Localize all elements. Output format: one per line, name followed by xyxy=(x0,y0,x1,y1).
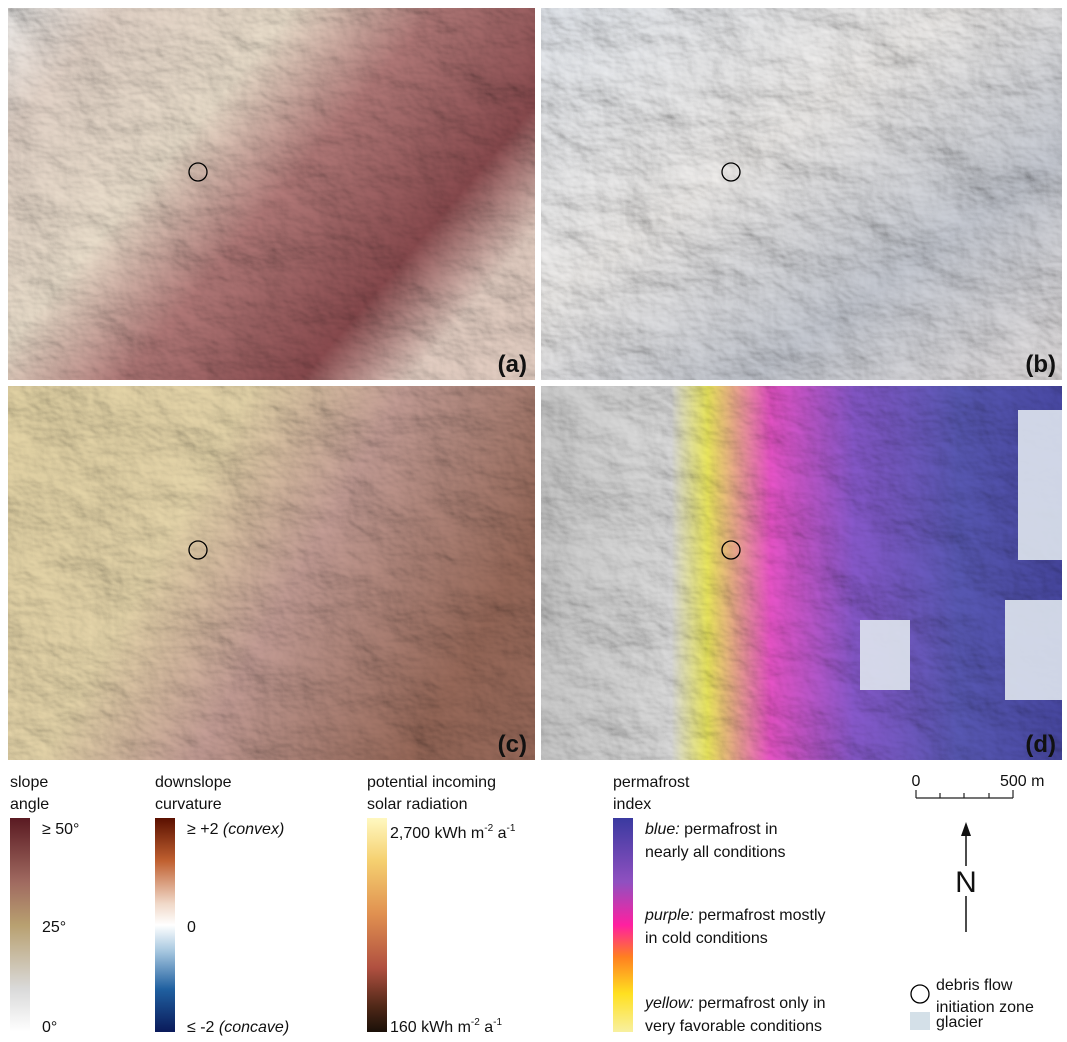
legend-title: curvature xyxy=(155,796,222,813)
panel-label: (b) xyxy=(1025,351,1056,378)
legend-title: downslope xyxy=(155,774,232,791)
colorbar xyxy=(10,818,30,1032)
legend-item: very favorable conditions xyxy=(645,1018,822,1035)
scale-label: 500 m xyxy=(1000,773,1044,790)
symbols: debris flow initiation zone glacier xyxy=(910,977,1034,1031)
legend-title: slope xyxy=(10,774,48,791)
legend-label: 0 xyxy=(187,919,196,936)
legend-item: nearly all conditions xyxy=(645,844,786,861)
symbol-label: debris flow xyxy=(936,977,1013,994)
label-part: 160 kWh m xyxy=(390,1019,471,1036)
legend-label: 0° xyxy=(42,1019,57,1036)
legend-title: angle xyxy=(10,796,49,813)
curvature-legend: downslope curvature ≥ +2 (convex) 0 ≤ -2… xyxy=(155,774,289,1036)
panel-label: (a) xyxy=(498,351,527,378)
legend-item: blue: permafrost in xyxy=(645,821,778,838)
north-label: N xyxy=(955,866,977,899)
panel-label: (c) xyxy=(498,731,527,758)
legend-label: 160 kWh m-2 a-1 xyxy=(390,1017,503,1036)
label-sup: -2 xyxy=(484,823,493,834)
legend-label: ≥ +2 (convex) xyxy=(187,821,284,838)
panel-b: (b) xyxy=(541,8,1062,380)
symbol-label: initiation zone xyxy=(936,999,1034,1016)
panel-c: (c) xyxy=(8,386,535,760)
label-part: a xyxy=(480,1019,493,1036)
solar-legend: potential incoming solar radiation 2,700… xyxy=(367,774,516,1036)
legend-title: potential incoming xyxy=(367,774,496,791)
symbol-label: glacier xyxy=(936,1014,984,1031)
colorbar xyxy=(367,818,387,1032)
legend-title: solar radiation xyxy=(367,796,468,813)
item-key: purple: xyxy=(644,907,694,924)
legend-label: 2,700 kWh m-2 a-1 xyxy=(390,823,516,842)
legend-label: ≤ -2 (concave) xyxy=(187,1019,289,1036)
panel-a: (a) xyxy=(8,8,535,380)
item-text: permafrost only in xyxy=(694,995,826,1012)
permafrost-legend: permafrost index blue: permafrost in nea… xyxy=(613,774,826,1035)
legend-item: yellow: permafrost only in xyxy=(644,995,826,1012)
panel-label: (d) xyxy=(1025,731,1056,758)
label-text: ≤ -2 xyxy=(187,1019,215,1036)
item-key: yellow: xyxy=(644,995,694,1012)
colorbar xyxy=(613,818,633,1032)
item-text: permafrost mostly xyxy=(694,907,826,924)
scale-label: 0 xyxy=(912,773,921,790)
legend-label: ≥ 50° xyxy=(42,821,79,838)
legend-item: in cold conditions xyxy=(645,930,768,947)
label-note: (convex) xyxy=(223,821,284,838)
colorbar xyxy=(155,818,175,1032)
legend-label: 25° xyxy=(42,919,66,936)
label-part: 2,700 kWh m xyxy=(390,825,484,842)
panel-d: (d) xyxy=(541,386,1062,760)
legend-title: index xyxy=(613,796,651,813)
label-note: (concave) xyxy=(219,1019,289,1036)
legend-item: purple: permafrost mostly xyxy=(644,907,826,924)
label-part: a xyxy=(493,825,506,842)
scale-bar xyxy=(915,790,1014,799)
label-sup: -1 xyxy=(507,823,516,834)
item-key: blue: xyxy=(645,821,680,838)
north-arrow: N xyxy=(952,822,980,932)
label-text: ≥ +2 xyxy=(187,821,219,838)
label-sup: -1 xyxy=(493,1017,502,1028)
legend-title: permafrost xyxy=(613,774,690,791)
label-sup: -2 xyxy=(471,1017,480,1028)
item-text: permafrost in xyxy=(680,821,778,838)
slope-legend: slope angle ≥ 50° 25° 0° xyxy=(10,774,79,1036)
